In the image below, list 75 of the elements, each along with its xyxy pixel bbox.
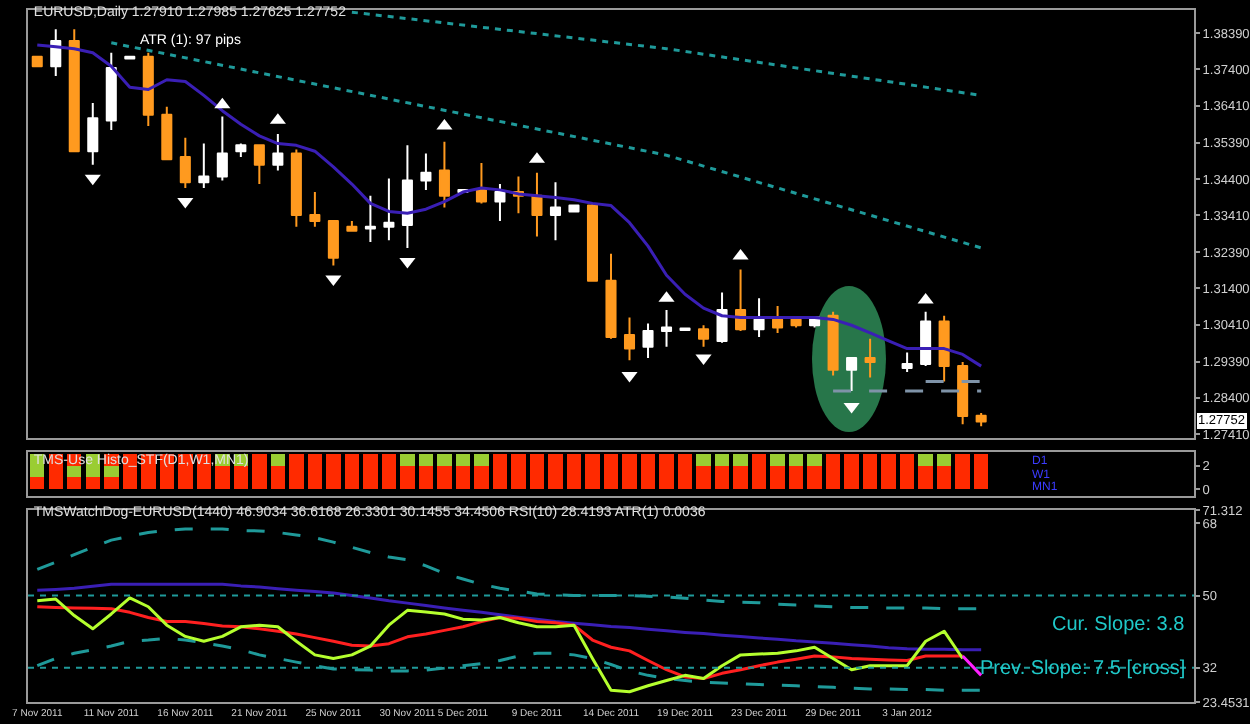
point — [732, 248, 749, 260]
candlestick — [735, 268, 747, 333]
line-series — [35, 605, 965, 681]
bar — [67, 477, 82, 490]
candlestick — [901, 351, 913, 373]
candlestick — [957, 361, 969, 426]
bar — [67, 465, 82, 478]
bar — [696, 454, 711, 466]
bar — [104, 477, 119, 490]
candlestick — [364, 194, 376, 244]
candlestick — [105, 51, 117, 132]
candlestick — [31, 55, 43, 68]
bar — [437, 454, 452, 466]
candlestick — [68, 28, 80, 153]
bar — [270, 454, 286, 466]
candlestick — [50, 28, 62, 78]
bar — [807, 454, 822, 466]
bar — [733, 454, 748, 466]
bar — [104, 465, 119, 478]
point — [695, 354, 712, 366]
bar — [474, 454, 489, 466]
bar — [400, 454, 415, 466]
bar — [714, 454, 730, 466]
candlestick — [772, 304, 784, 334]
candlestick — [660, 308, 673, 348]
candlestick — [605, 252, 617, 340]
line-series — [35, 43, 983, 368]
point — [399, 257, 416, 269]
candlestick — [494, 183, 506, 222]
bar — [770, 454, 785, 466]
candlestick — [753, 297, 765, 338]
candlestick — [346, 219, 358, 232]
bar — [936, 454, 952, 466]
candlestick — [642, 322, 654, 360]
bar — [418, 454, 434, 466]
candlestick — [938, 314, 950, 383]
candlestick — [309, 191, 321, 228]
candlestick — [864, 337, 876, 379]
bar — [788, 454, 804, 466]
candlestick — [235, 142, 247, 159]
line-series — [35, 596, 965, 694]
candlestick — [586, 202, 599, 282]
candlestick — [475, 161, 487, 205]
bar — [30, 477, 45, 490]
candlestick — [161, 105, 173, 161]
candlestick — [420, 152, 432, 191]
point — [84, 174, 101, 186]
bar — [85, 477, 100, 490]
candlestick — [827, 310, 839, 377]
candlestick — [216, 115, 228, 182]
candlestick — [531, 171, 543, 238]
candlestick — [327, 219, 339, 267]
candlestick — [87, 102, 99, 166]
bar — [455, 454, 471, 466]
candlestick — [142, 51, 154, 128]
candlestick — [253, 144, 265, 186]
candlestick — [383, 177, 395, 242]
bar — [918, 454, 933, 466]
candlestick — [975, 412, 987, 428]
candlestick — [438, 140, 450, 209]
annotation: Cur. Slope: 3.8 — [1052, 614, 1186, 636]
candlestick — [698, 324, 710, 348]
candlestick — [549, 181, 562, 242]
candlestick — [290, 148, 302, 228]
candlestick — [716, 291, 728, 344]
candlestick — [623, 316, 636, 362]
candlestick — [401, 144, 413, 249]
candlestick — [846, 357, 858, 392]
point — [214, 97, 231, 109]
candlestick — [198, 142, 210, 190]
line-series — [35, 582, 983, 652]
candlestick — [920, 310, 932, 368]
candlestick — [179, 136, 191, 190]
candlestick — [272, 133, 284, 172]
annotation: Prev. Slope: 7.5 [cross] — [980, 658, 1186, 680]
